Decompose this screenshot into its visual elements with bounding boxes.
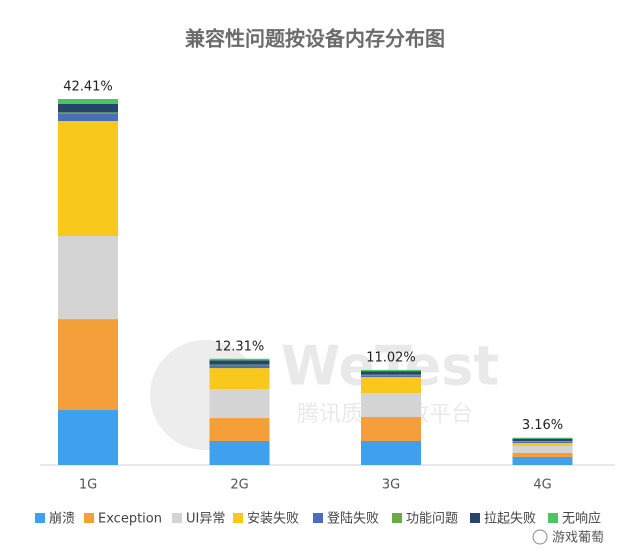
bar-segment bbox=[58, 236, 118, 320]
credit-text: 游戏葡萄 bbox=[552, 531, 604, 546]
total-label: 42.41% bbox=[63, 80, 113, 95]
bar-segment bbox=[209, 368, 270, 390]
bar-segment bbox=[361, 393, 421, 418]
legend-label: 崩溃 bbox=[49, 512, 75, 527]
bar-segment bbox=[361, 374, 421, 376]
legend-label: UI异常 bbox=[186, 512, 225, 527]
bar-segment bbox=[512, 437, 573, 439]
bar-segment bbox=[512, 446, 573, 454]
credit-icon bbox=[532, 529, 548, 545]
bar-segment bbox=[512, 438, 573, 442]
bar-segment bbox=[209, 364, 270, 366]
x-tick-label: 2G bbox=[230, 478, 248, 493]
legend-label: 无响应 bbox=[562, 511, 601, 527]
bar-segment bbox=[512, 441, 573, 443]
x-tick-label: 3G bbox=[382, 478, 400, 493]
bar-segment bbox=[361, 369, 421, 372]
total-label: 11.02% bbox=[366, 350, 416, 365]
legend-label: 安装失败 bbox=[247, 512, 299, 527]
bar-segment bbox=[58, 99, 118, 104]
legend-swatch bbox=[392, 513, 402, 523]
legend-swatch bbox=[548, 513, 558, 523]
bar-segment bbox=[512, 456, 573, 465]
legend-label: 拉起失败 bbox=[484, 512, 536, 527]
bar-segment bbox=[58, 113, 118, 122]
bar-segment bbox=[58, 319, 118, 411]
legend-label: 登陆失败 bbox=[327, 511, 379, 527]
bar-segment bbox=[209, 365, 270, 369]
credit: 游戏葡萄 bbox=[532, 529, 604, 546]
x-tick-label: 1G bbox=[79, 478, 97, 493]
total-label: 3.16% bbox=[522, 418, 563, 433]
bar-segment bbox=[361, 417, 421, 442]
legend-swatch bbox=[84, 513, 94, 523]
bar-segment bbox=[512, 453, 573, 457]
bar-segment bbox=[361, 371, 421, 375]
legend-swatch bbox=[172, 513, 182, 523]
x-tick-label: 4G bbox=[533, 478, 551, 493]
bar-segment bbox=[512, 442, 573, 447]
chart-title: 兼容性问题按设备内存分布图 bbox=[185, 27, 445, 51]
bar-segment bbox=[209, 360, 270, 365]
bar-segment bbox=[58, 121, 118, 237]
bar-segment bbox=[58, 112, 118, 114]
bar-segment bbox=[209, 418, 270, 442]
bar-segment bbox=[209, 389, 270, 419]
legend-swatch bbox=[35, 513, 45, 523]
bar-segment bbox=[361, 441, 421, 465]
legend-label: 功能问题 bbox=[406, 512, 458, 527]
legend-swatch bbox=[233, 513, 243, 523]
bar-segment bbox=[58, 410, 118, 465]
legend-label: Exception bbox=[98, 512, 162, 527]
total-label: 12.31% bbox=[215, 339, 265, 354]
bar-segment bbox=[209, 358, 270, 361]
legend-swatch bbox=[470, 513, 480, 523]
bar-segment bbox=[361, 377, 421, 394]
legend-swatch bbox=[313, 513, 323, 523]
bar-segment bbox=[58, 103, 118, 113]
bar-segment bbox=[361, 375, 421, 378]
bar-segment bbox=[209, 441, 270, 465]
